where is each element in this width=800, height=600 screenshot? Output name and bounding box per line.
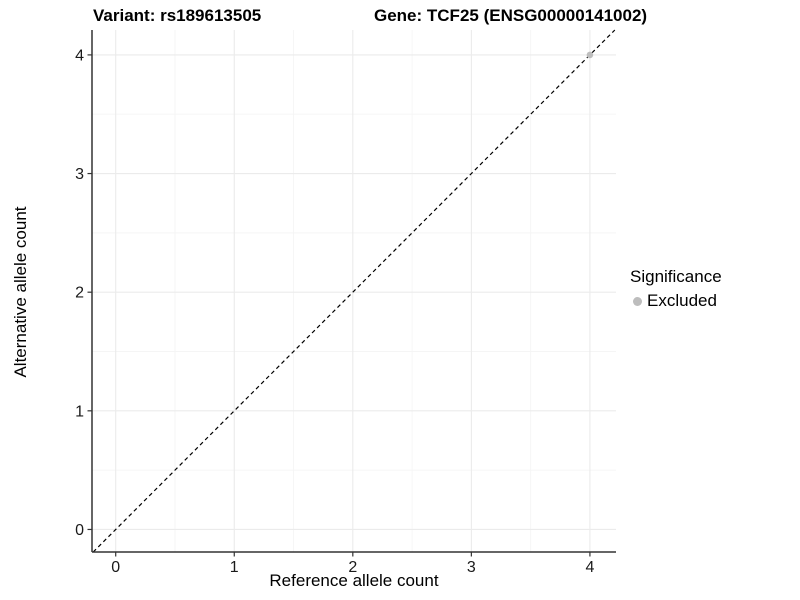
y-tick-label: 2 (75, 285, 84, 302)
legend-item-excluded: Excluded (630, 291, 722, 311)
x-tick-label: 3 (467, 559, 476, 576)
x-tick-label: 0 (111, 559, 120, 576)
y-tick-label: 1 (75, 403, 84, 420)
gene-title: Gene: TCF25 (ENSG00000141002) (374, 6, 648, 25)
data-point (586, 51, 594, 59)
identity-dashed-line (92, 29, 616, 553)
variant-title: Variant: rs189613505 (93, 6, 262, 25)
y-tick-label: 0 (75, 522, 84, 539)
legend: Significance Excluded (630, 267, 722, 311)
y-axis-title: Alternative allele count (11, 206, 30, 378)
legend-title: Significance (630, 267, 722, 286)
x-axis-title: Reference allele count (269, 571, 439, 590)
y-tick-label: 4 (75, 47, 84, 64)
x-tick-label: 4 (585, 559, 594, 576)
x-tick-label: 1 (230, 559, 239, 576)
y-tick-label: 3 (75, 166, 84, 183)
legend-item-label: Excluded (647, 291, 717, 310)
legend-dot-icon (633, 296, 642, 306)
x-tick-label: 2 (348, 559, 357, 576)
